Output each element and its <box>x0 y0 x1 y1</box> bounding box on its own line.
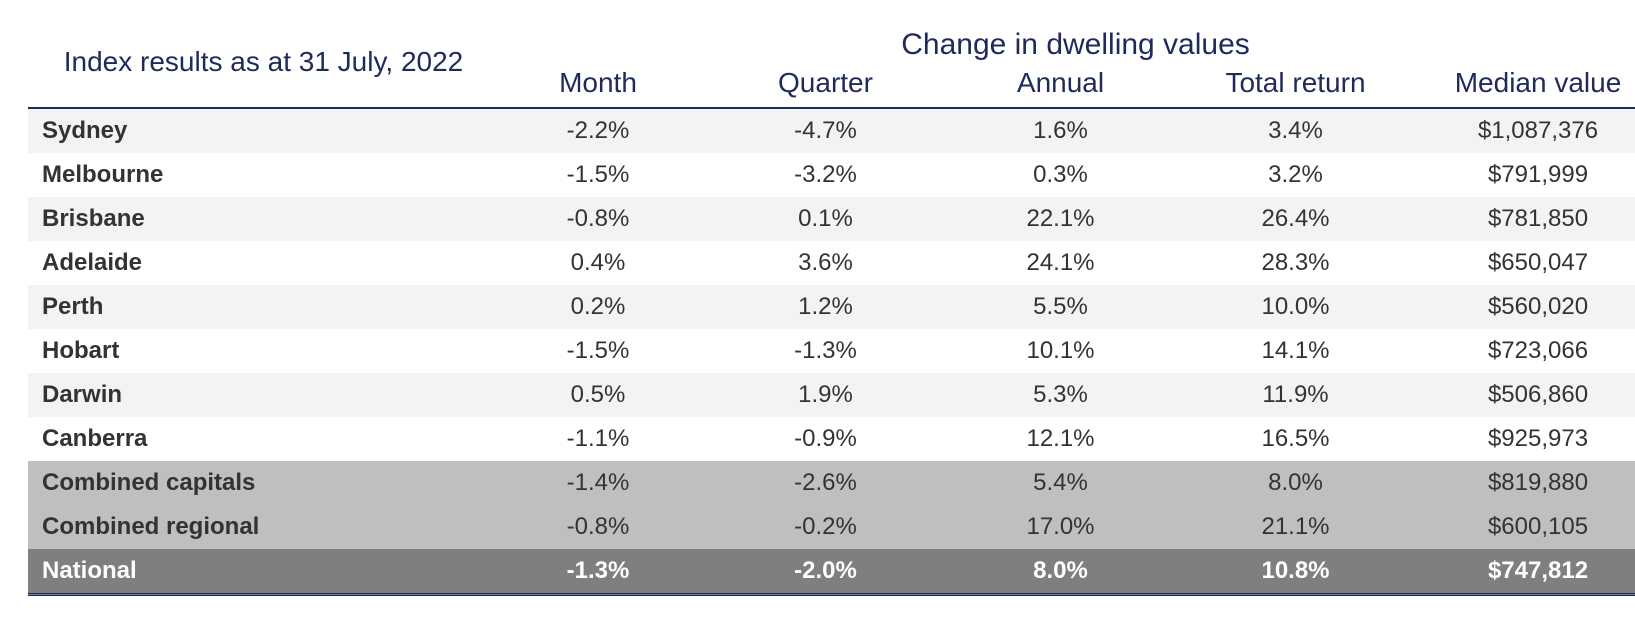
row-total-cell: 3.2% <box>1178 153 1413 197</box>
row-median-cell: $723,066 <box>1413 329 1635 373</box>
row-annual-cell: 5.3% <box>943 373 1178 417</box>
col-annual: Annual <box>943 66 1178 108</box>
row-total-cell: 11.9% <box>1178 373 1413 417</box>
table-row: Darwin0.5%1.9%5.3%11.9%$506,860 <box>28 373 1635 417</box>
row-month-cell: -2.2% <box>488 108 708 153</box>
row-month-cell: -1.5% <box>488 153 708 197</box>
row-label-cell: Perth <box>28 285 488 329</box>
row-quarter-cell: 0.1% <box>708 197 943 241</box>
table-container: Index results as at 31 July, 2022 Change… <box>0 0 1635 636</box>
table-row: National-1.3%-2.0%8.0%10.8%$747,812 <box>28 549 1635 595</box>
row-total-cell: 14.1% <box>1178 329 1413 373</box>
col-total: Total return <box>1178 66 1413 108</box>
super-header: Change in dwelling values <box>488 24 1635 66</box>
row-annual-cell: 1.6% <box>943 108 1178 153</box>
row-median-cell: $925,973 <box>1413 417 1635 461</box>
row-annual-cell: 22.1% <box>943 197 1178 241</box>
row-label-cell: Canberra <box>28 417 488 461</box>
row-label-cell: Combined capitals <box>28 461 488 505</box>
row-annual-cell: 24.1% <box>943 241 1178 285</box>
table-row: Sydney-2.2%-4.7%1.6%3.4%$1,087,376 <box>28 108 1635 153</box>
row-median-cell: $1,087,376 <box>1413 108 1635 153</box>
row-label-cell: Sydney <box>28 108 488 153</box>
row-total-cell: 10.0% <box>1178 285 1413 329</box>
row-month-cell: 0.5% <box>488 373 708 417</box>
row-total-cell: 21.1% <box>1178 505 1413 549</box>
row-quarter-cell: -0.2% <box>708 505 943 549</box>
col-quarter: Quarter <box>708 66 943 108</box>
row-annual-cell: 0.3% <box>943 153 1178 197</box>
row-median-cell: $819,880 <box>1413 461 1635 505</box>
col-month: Month <box>488 66 708 108</box>
table-row: Canberra-1.1%-0.9%12.1%16.5%$925,973 <box>28 417 1635 461</box>
row-quarter-cell: 3.6% <box>708 241 943 285</box>
row-median-cell: $600,105 <box>1413 505 1635 549</box>
row-annual-cell: 8.0% <box>943 549 1178 595</box>
col-median: Median value <box>1413 66 1635 108</box>
table-row: Combined capitals-1.4%-2.6%5.4%8.0%$819,… <box>28 461 1635 505</box>
table-row: Brisbane-0.8%0.1%22.1%26.4%$781,850 <box>28 197 1635 241</box>
table-row: Hobart-1.5%-1.3%10.1%14.1%$723,066 <box>28 329 1635 373</box>
row-month-cell: -1.5% <box>488 329 708 373</box>
row-quarter-cell: 1.9% <box>708 373 943 417</box>
row-quarter-cell: -4.7% <box>708 108 943 153</box>
row-median-cell: $650,047 <box>1413 241 1635 285</box>
row-month-cell: -1.3% <box>488 549 708 595</box>
table-row: Perth0.2%1.2%5.5%10.0%$560,020 <box>28 285 1635 329</box>
table-row: Adelaide0.4%3.6%24.1%28.3%$650,047 <box>28 241 1635 285</box>
row-annual-cell: 5.5% <box>943 285 1178 329</box>
row-month-cell: 0.2% <box>488 285 708 329</box>
row-median-cell: $560,020 <box>1413 285 1635 329</box>
table-row: Melbourne-1.5%-3.2%0.3%3.2%$791,999 <box>28 153 1635 197</box>
row-quarter-cell: -1.3% <box>708 329 943 373</box>
table-title: Index results as at 31 July, 2022 <box>28 24 488 108</box>
row-month-cell: -0.8% <box>488 197 708 241</box>
row-annual-cell: 5.4% <box>943 461 1178 505</box>
row-total-cell: 16.5% <box>1178 417 1413 461</box>
row-total-cell: 26.4% <box>1178 197 1413 241</box>
row-annual-cell: 17.0% <box>943 505 1178 549</box>
table-row: Combined regional-0.8%-0.2%17.0%21.1%$60… <box>28 505 1635 549</box>
row-quarter-cell: -2.0% <box>708 549 943 595</box>
row-total-cell: 10.8% <box>1178 549 1413 595</box>
row-quarter-cell: -0.9% <box>708 417 943 461</box>
row-month-cell: -0.8% <box>488 505 708 549</box>
row-annual-cell: 10.1% <box>943 329 1178 373</box>
row-median-cell: $791,999 <box>1413 153 1635 197</box>
row-quarter-cell: 1.2% <box>708 285 943 329</box>
row-label-cell: Adelaide <box>28 241 488 285</box>
row-median-cell: $781,850 <box>1413 197 1635 241</box>
row-annual-cell: 12.1% <box>943 417 1178 461</box>
row-label-cell: National <box>28 549 488 595</box>
row-month-cell: 0.4% <box>488 241 708 285</box>
row-median-cell: $747,812 <box>1413 549 1635 595</box>
row-label-cell: Melbourne <box>28 153 488 197</box>
row-total-cell: 3.4% <box>1178 108 1413 153</box>
row-label-cell: Combined regional <box>28 505 488 549</box>
row-month-cell: -1.1% <box>488 417 708 461</box>
row-total-cell: 8.0% <box>1178 461 1413 505</box>
row-quarter-cell: -2.6% <box>708 461 943 505</box>
row-quarter-cell: -3.2% <box>708 153 943 197</box>
row-label-cell: Darwin <box>28 373 488 417</box>
row-median-cell: $506,860 <box>1413 373 1635 417</box>
row-month-cell: -1.4% <box>488 461 708 505</box>
row-label-cell: Hobart <box>28 329 488 373</box>
row-total-cell: 28.3% <box>1178 241 1413 285</box>
dwelling-values-table: Index results as at 31 July, 2022 Change… <box>28 24 1635 596</box>
row-label-cell: Brisbane <box>28 197 488 241</box>
